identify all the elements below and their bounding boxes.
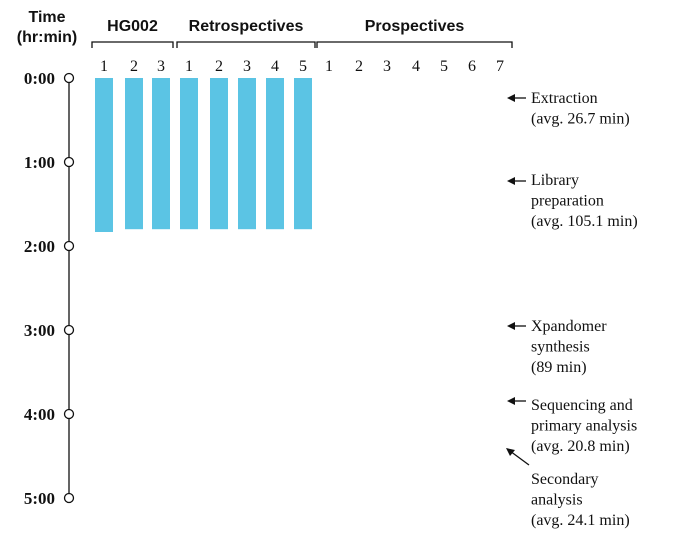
bar-segment bbox=[95, 78, 113, 232]
annotation-arrowhead bbox=[507, 397, 515, 405]
y-axis-title: Time bbox=[28, 9, 65, 26]
bar-segment bbox=[180, 78, 198, 230]
bar-segment bbox=[152, 78, 170, 230]
y-tick-marker bbox=[63, 156, 75, 168]
y-tick-marker bbox=[63, 492, 75, 504]
annotation-label: analysis bbox=[531, 492, 583, 509]
column-label: 2 bbox=[355, 58, 363, 75]
group-label: Retrospectives bbox=[189, 18, 304, 35]
annotation-label: (avg. 105.1 min) bbox=[531, 213, 638, 230]
annotation-label: preparation bbox=[531, 193, 604, 210]
annotation-label: (avg. 24.1 min) bbox=[531, 512, 630, 529]
y-tick-marker bbox=[63, 240, 75, 252]
annotation-label: (avg. 26.7 min) bbox=[531, 111, 630, 128]
column-label: 3 bbox=[157, 58, 165, 75]
y-tick-marker bbox=[63, 408, 75, 420]
column-label: 7 bbox=[496, 58, 504, 75]
column-label: 1 bbox=[325, 58, 333, 75]
annotation-arrowhead bbox=[506, 448, 515, 456]
y-tick-label: 3:00 bbox=[24, 321, 55, 340]
annotation-arrowhead bbox=[507, 94, 515, 102]
group-bracket bbox=[176, 41, 316, 48]
column-label: 4 bbox=[271, 58, 279, 75]
y-tick-marker bbox=[63, 324, 75, 336]
annotation-arrow bbox=[509, 450, 530, 466]
column-label: 5 bbox=[299, 58, 307, 75]
column-label: 2 bbox=[130, 58, 138, 75]
annotation-label: (89 min) bbox=[531, 359, 587, 376]
column-label: 4 bbox=[412, 58, 420, 75]
column-label: 3 bbox=[383, 58, 391, 75]
column-label: 1 bbox=[185, 58, 193, 75]
annotation-label: (avg. 20.8 min) bbox=[531, 438, 630, 455]
y-tick-label: 1:00 bbox=[24, 153, 55, 172]
y-tick-label: 2:00 bbox=[24, 237, 55, 256]
column-label: 3 bbox=[243, 58, 251, 75]
bar-segment bbox=[210, 78, 228, 230]
column-label: 6 bbox=[468, 58, 476, 75]
group-bracket bbox=[316, 41, 513, 48]
annotation-label: Secondary bbox=[531, 471, 599, 488]
y-tick-label: 4:00 bbox=[24, 405, 55, 424]
annotation-label: Xpandomer bbox=[531, 318, 607, 335]
column-label: 2 bbox=[215, 58, 223, 75]
y-axis-title: (hr:min) bbox=[17, 29, 77, 46]
y-tick-marker bbox=[63, 72, 75, 84]
annotation-label: Extraction bbox=[531, 90, 598, 107]
annotation-arrowhead bbox=[507, 177, 515, 185]
annotation-label: Sequencing and bbox=[531, 397, 633, 414]
annotation-label: primary analysis bbox=[531, 418, 637, 435]
annotation-arrowhead bbox=[507, 322, 515, 330]
group-bracket bbox=[91, 41, 174, 48]
group-label: Prospectives bbox=[365, 18, 465, 35]
annotation-label: Library bbox=[531, 172, 579, 189]
column-label: 1 bbox=[100, 58, 108, 75]
y-tick-label: 0:00 bbox=[24, 69, 55, 88]
y-tick-label: 5:00 bbox=[24, 489, 55, 508]
group-label: HG002 bbox=[107, 18, 158, 35]
bar-segment bbox=[238, 78, 256, 230]
bar-segment bbox=[266, 78, 284, 230]
bar-segment bbox=[294, 78, 312, 230]
annotation-label: synthesis bbox=[531, 339, 590, 356]
bar-segment bbox=[125, 78, 143, 230]
column-label: 5 bbox=[440, 58, 448, 75]
